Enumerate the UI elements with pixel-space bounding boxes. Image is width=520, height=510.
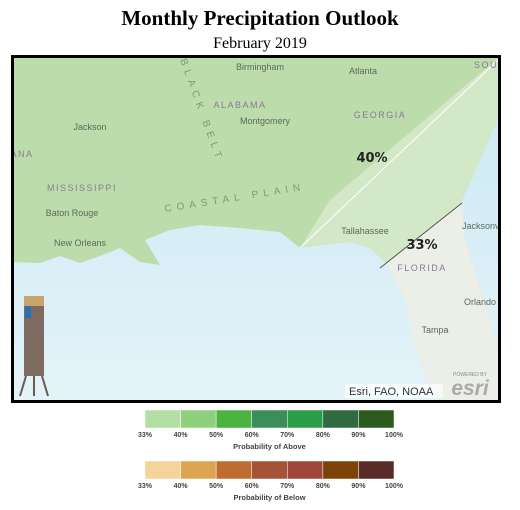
legend-swatch [215, 409, 252, 429]
legend-swatch [322, 460, 359, 480]
legend-swatch [215, 460, 252, 480]
legend-swatch [322, 409, 359, 429]
logo: esri [451, 377, 490, 400]
state: MISSISSIPPI [47, 183, 117, 193]
place: Tallahassee [341, 226, 389, 236]
legend-tick-label: 90% [351, 483, 366, 490]
legend-tick-label: 40% [174, 483, 189, 490]
zone-label: 33% [406, 238, 437, 253]
legend-tick-label: 50% [209, 432, 224, 439]
legend-swatch [144, 409, 181, 429]
legend-tick-label: 33% [138, 432, 153, 439]
zone-label: 40% [356, 151, 387, 166]
place: Baton Rouge [46, 208, 99, 218]
place: Birmingham [236, 62, 284, 72]
legend-swatch [287, 460, 324, 480]
legend-tick-label: 50% [209, 483, 224, 490]
legend-tick-label: 80% [316, 432, 331, 439]
subtitle: February 2019 [213, 35, 307, 52]
state: ALABAMA [213, 100, 266, 110]
legend-tick-label: 100% [385, 483, 404, 490]
legend-title: Probability of Below [233, 493, 305, 502]
legend-swatch [144, 460, 181, 480]
legend-tick-label: 70% [280, 432, 295, 439]
legend-swatch [287, 409, 324, 429]
state: FLORIDA [397, 263, 447, 273]
zone-border [299, 59, 498, 249]
map-frame [11, 55, 501, 403]
map: Birmingham Atlanta ALABAMA Montgomery GE… [0, 58, 520, 400]
legend-tick-label: 40% [174, 432, 189, 439]
legend-swatch [180, 409, 217, 429]
legend-swatch [251, 460, 288, 480]
place: Tampa [421, 325, 448, 335]
place: Atlanta [349, 66, 377, 76]
legend-swatch [358, 409, 395, 429]
place: Montgomery [240, 116, 291, 126]
legend-tick-label: 80% [316, 483, 331, 490]
title: Monthly Precipitation Outlook [121, 6, 399, 30]
rain-gauge-icon [19, 296, 49, 397]
legend-tick-label: 60% [245, 432, 260, 439]
state: SOUTH CAROLINA [474, 60, 520, 70]
legend-swatch [251, 409, 288, 429]
legend-tick-label: 70% [280, 483, 295, 490]
place: New Orleans [54, 238, 107, 248]
legend-swatch [180, 460, 217, 480]
legends: 33% 40% 50% 60% 70% 80% 90% 100% Probability of … [138, 409, 404, 502]
place: Jackson [73, 122, 106, 132]
attribution: Esri, FAO, NOAA [349, 386, 434, 398]
legend-title: Probability of Above [233, 442, 306, 451]
zone-border [379, 202, 463, 269]
legend-swatch [358, 460, 395, 480]
logo-caption: POWERED BY [453, 372, 488, 378]
place: Orlando [464, 297, 496, 307]
legend-tick-label: 33% [138, 483, 153, 490]
legend-tick-label: 90% [351, 432, 366, 439]
legend-tick-label: 100% [385, 432, 404, 439]
state: GEORGIA [354, 110, 407, 120]
state: LOUISIANA [0, 149, 34, 159]
legend-tick-label: 60% [245, 483, 260, 490]
place: Jacksonville [462, 221, 511, 231]
